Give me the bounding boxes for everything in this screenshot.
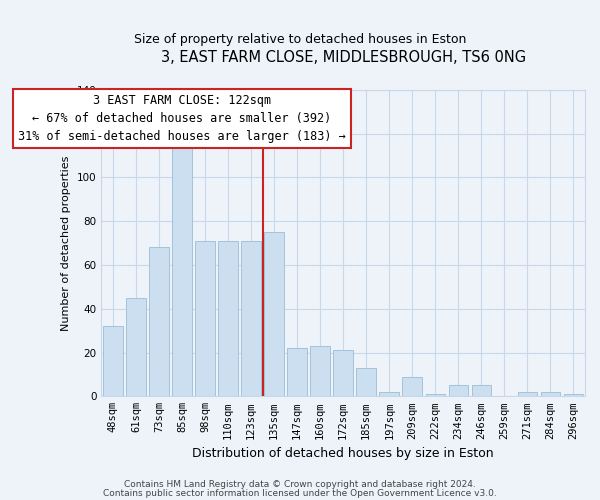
- Text: Contains public sector information licensed under the Open Government Licence v3: Contains public sector information licen…: [103, 488, 497, 498]
- Bar: [195, 241, 215, 396]
- Bar: [265, 232, 284, 396]
- Bar: [403, 376, 422, 396]
- Bar: [379, 392, 399, 396]
- Bar: [103, 326, 122, 396]
- Bar: [563, 394, 583, 396]
- Text: 3 EAST FARM CLOSE: 122sqm
← 67% of detached houses are smaller (392)
31% of semi: 3 EAST FARM CLOSE: 122sqm ← 67% of detac…: [18, 94, 346, 143]
- Title: 3, EAST FARM CLOSE, MIDDLESBROUGH, TS6 0NG: 3, EAST FARM CLOSE, MIDDLESBROUGH, TS6 0…: [161, 50, 526, 65]
- Bar: [472, 386, 491, 396]
- Bar: [518, 392, 537, 396]
- Text: Size of property relative to detached houses in Eston: Size of property relative to detached ho…: [134, 32, 466, 46]
- Bar: [172, 138, 192, 396]
- Bar: [449, 386, 468, 396]
- Bar: [241, 241, 261, 396]
- Bar: [334, 350, 353, 397]
- Bar: [126, 298, 146, 396]
- Bar: [310, 346, 330, 397]
- Text: Contains HM Land Registry data © Crown copyright and database right 2024.: Contains HM Land Registry data © Crown c…: [124, 480, 476, 489]
- Bar: [287, 348, 307, 397]
- Y-axis label: Number of detached properties: Number of detached properties: [61, 156, 71, 330]
- Bar: [541, 392, 560, 396]
- Bar: [218, 241, 238, 396]
- Bar: [149, 248, 169, 396]
- Bar: [425, 394, 445, 396]
- X-axis label: Distribution of detached houses by size in Eston: Distribution of detached houses by size …: [193, 447, 494, 460]
- Bar: [356, 368, 376, 396]
